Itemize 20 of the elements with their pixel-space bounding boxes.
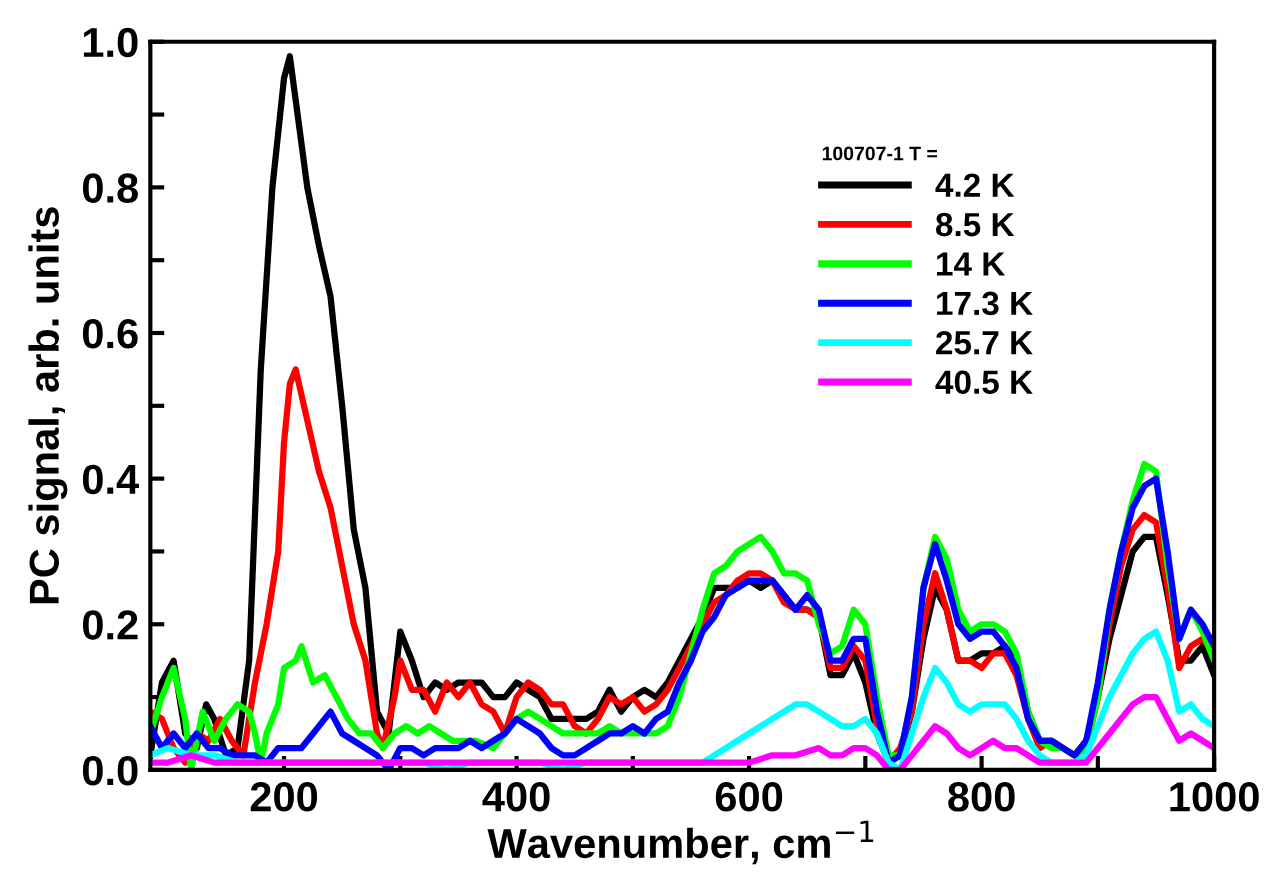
y-axis-title: PC signal, arb. units xyxy=(28,207,68,604)
y-tick-label: 0.6 xyxy=(82,319,138,349)
legend-label: 17.3 K xyxy=(937,291,1033,316)
x-tick-label: 1000 xyxy=(1170,782,1259,812)
x-axis-title: Wavenumber, cm$^{−1}$ xyxy=(487,820,874,865)
x-tick-label: 800 xyxy=(948,782,1015,812)
x-tick-label: 600 xyxy=(715,782,783,812)
y-tick-label: 0.4 xyxy=(82,464,139,495)
y-tick-label: 0.0 xyxy=(82,755,138,786)
legend-label: 40.5 K xyxy=(935,370,1033,395)
x-tick-label: 400 xyxy=(482,782,550,812)
legend-label: 14 K xyxy=(937,252,1006,276)
y-tick-label: 0.2 xyxy=(82,610,138,640)
y-tick-label: 0.8 xyxy=(82,173,138,203)
legend-label: 4.2 K xyxy=(935,173,1015,197)
x-tick-label: 200 xyxy=(250,782,318,812)
y-tick-label: 1.0 xyxy=(83,27,138,58)
legend-label: 8.5 K xyxy=(935,212,1015,237)
legend-label: 25.7 K xyxy=(936,331,1033,355)
legend-title: 100707-1 T = xyxy=(822,146,938,161)
